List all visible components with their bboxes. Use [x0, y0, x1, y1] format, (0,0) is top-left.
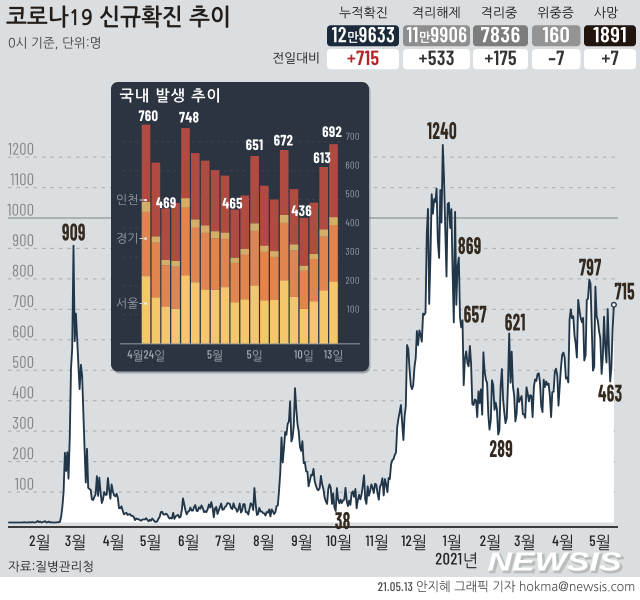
svg-text:NEWSIS: NEWSIS — [488, 547, 623, 577]
svg-text:NEWSIS: NEWSIS — [490, 549, 625, 579]
